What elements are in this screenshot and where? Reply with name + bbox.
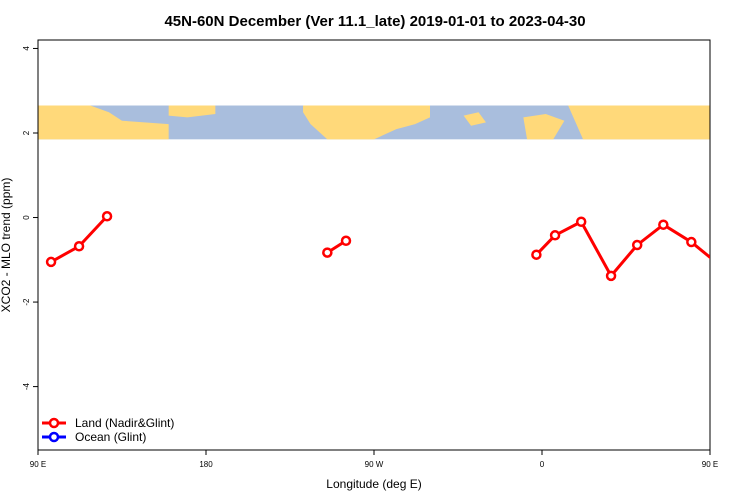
y-tick-label: 4 [22,46,31,51]
data-point [73,241,85,252]
map-land-mass [168,105,216,118]
y-tick-label: 2 [22,130,31,135]
chart-title: 45N-60N December (Ver 11.1_late) 2019-01… [164,13,585,30]
map-land-mass [38,105,169,140]
plot-frame [37,39,711,451]
series-line [50,215,109,264]
x-axis-label: Longitude (deg E) [326,477,421,491]
data-point [531,249,542,260]
data-point [101,211,113,222]
map-land [38,105,750,140]
map-land-mass [463,112,486,126]
map-land-mass [568,105,710,140]
data-point [631,239,643,251]
x-tick-label: 90 E [702,460,718,469]
data-point [658,219,669,230]
y-tick-label: 0 [22,215,31,220]
data-point [340,235,352,247]
data-point [686,236,697,248]
legend-label: Ocean (Glint) [75,430,146,444]
map-land-mass [523,113,565,140]
data-point [712,258,720,266]
data-point [45,256,57,268]
data-point [322,247,333,258]
x-tick-label: 90 E [30,460,46,469]
data-point [575,216,587,228]
x-tick-label: 90 W [365,460,384,469]
legend: Land (Nadir&Glint)Ocean (Glint) [42,416,174,444]
y-axis: -4 -2 0 2 4 [22,46,38,390]
data-point [605,270,617,282]
y-axis-label: XCO2 - MLO trend (ppm) [0,178,13,313]
legend-marker [48,417,60,429]
legend-marker [48,431,60,443]
map-land-mass [303,105,430,140]
x-axis: 90 E 180 90 W 0 90 E [30,450,718,469]
y-tick-label: -2 [22,298,31,306]
series-layer [45,211,748,282]
x-tick-label: 180 [199,460,213,469]
map-land-mass [710,106,750,140]
y-tick-label: -4 [22,382,31,390]
data-point [549,230,561,241]
x-tick-label: 0 [540,460,545,469]
legend-label: Land (Nadir&Glint) [75,416,174,430]
data-point [740,242,748,250]
world-map-band [38,105,750,140]
series-line [535,220,710,278]
